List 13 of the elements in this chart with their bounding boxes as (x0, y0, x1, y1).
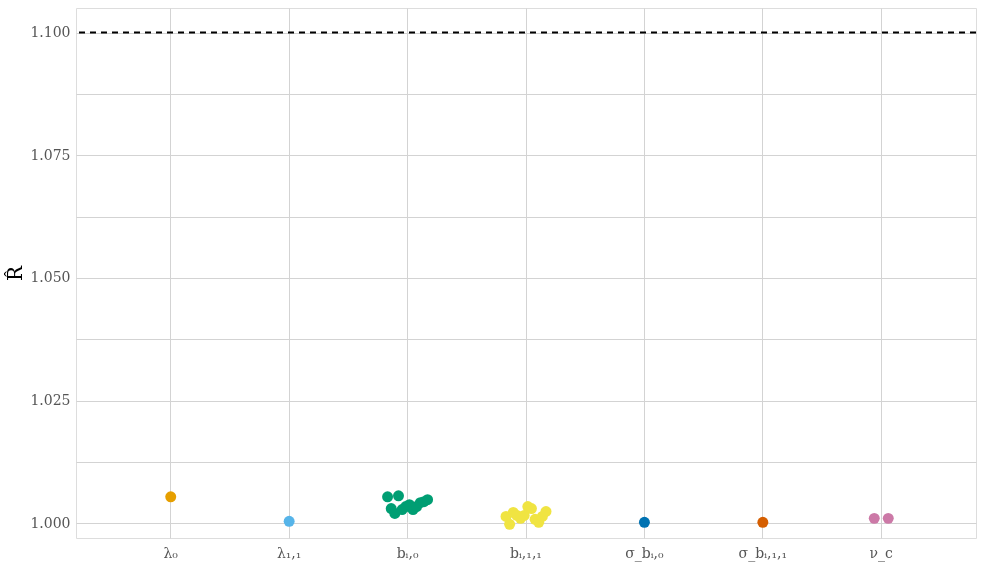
x-tick-label: σ_bᵢ,₁,₁ (738, 544, 788, 562)
x-tick-label: σ_bᵢ,₀ (625, 544, 664, 562)
y-tick-label: 1.100 (30, 24, 71, 41)
y-axis-title: R̂ (3, 265, 28, 282)
y-tick-label: 1.075 (30, 146, 71, 163)
x-tick-label: ν_c (869, 544, 894, 562)
x-tick-label: λ₀ (163, 544, 179, 561)
x-tick-label: bᵢ,₀ (396, 544, 419, 561)
y-tick-label: 1.025 (30, 392, 71, 409)
x-tick-label: λ₁,₁ (276, 544, 302, 561)
x-tick-label: bᵢ,₁,₁ (510, 544, 542, 561)
y-tick-label: 1.050 (30, 269, 71, 286)
y-tick-label: 1.000 (30, 514, 71, 531)
